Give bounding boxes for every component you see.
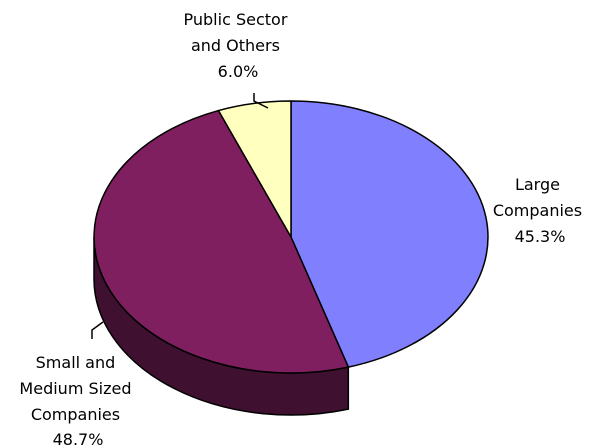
pie-slice-0 — [290, 100, 489, 368]
pie-slice-2 — [217, 100, 292, 238]
leader-line-small-medium — [91, 321, 104, 339]
leader-line-public-sector — [253, 93, 269, 109]
pie-slice-1 — [93, 109, 350, 374]
label-large-companies: Large Companies 45.3% — [493, 175, 587, 246]
label-public-sector: Public Sector and Others 6.0% — [184, 10, 293, 81]
label-small-medium: Small and Medium Sized Companies 48.7% — [19, 353, 136, 448]
pie-tops — [93, 100, 489, 374]
